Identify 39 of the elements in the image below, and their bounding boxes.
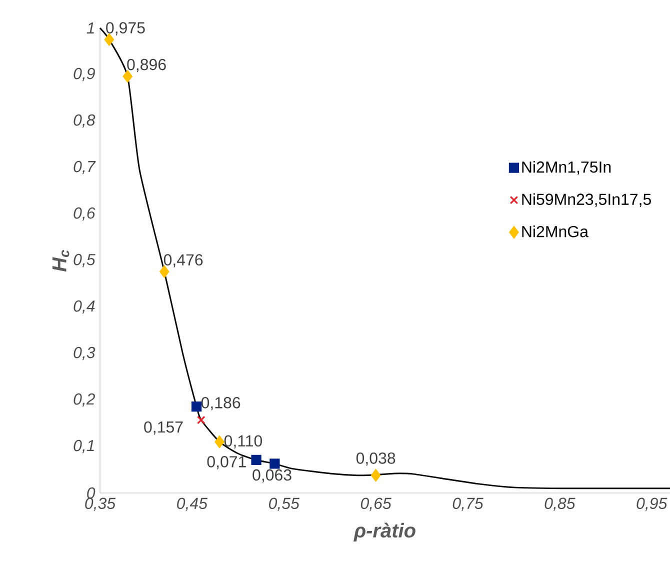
x-tick-label: 0,55: [268, 498, 300, 511]
data-label: 0,071: [207, 456, 246, 470]
point: [371, 469, 381, 482]
x-axis-title: ρ-ràtio: [353, 522, 416, 542]
legend-label: Ni2MnGa: [522, 226, 588, 238]
point: [191, 401, 202, 412]
y-tick-label: 0,8: [74, 114, 96, 128]
data-label: 0,110: [224, 435, 262, 448]
y-tick-label: 0,5: [74, 254, 96, 268]
y-tick-label: 0: [87, 487, 96, 499]
point: [214, 436, 224, 448]
legend-label: Ni59Mn23,5In17,5: [522, 193, 651, 207]
y-tick-label: 0,2: [74, 393, 96, 407]
point: [160, 266, 170, 278]
y-tick-label: 0,1: [74, 440, 94, 454]
point: [196, 416, 206, 424]
legend-label: Ni2Mn1,75In: [522, 161, 611, 175]
y-tick-label: 0,4: [74, 300, 95, 314]
y-tick-label: 0,9: [74, 68, 95, 82]
data-label: 0,063: [252, 469, 292, 483]
x-tick-label: 0,75: [452, 498, 484, 511]
data-label: 0,896: [127, 58, 166, 72]
data-label: 0,975: [106, 22, 145, 36]
y-tick-label: 1: [86, 22, 94, 34]
y-tick-label: 0,7: [74, 160, 96, 174]
x-tick-label: 0,35: [85, 498, 116, 511]
data-label: 0,186: [201, 397, 240, 410]
data-label: 0,038: [356, 452, 396, 466]
data-label: 0,476: [164, 254, 203, 268]
y-tick-label: 0,3: [74, 346, 96, 360]
x-tick-label: 0,95: [636, 498, 668, 511]
x-tick-label: 0,65: [360, 498, 392, 511]
y-axis-title: H$_{c}$: [52, 250, 70, 272]
point: [270, 458, 280, 469]
point: [251, 454, 262, 466]
y-tick-label: 0,6: [74, 207, 96, 221]
x-tick-label: 0,45: [177, 498, 208, 511]
x-tick-label: 0,85: [544, 498, 576, 511]
data-label: 0,157: [144, 421, 183, 435]
